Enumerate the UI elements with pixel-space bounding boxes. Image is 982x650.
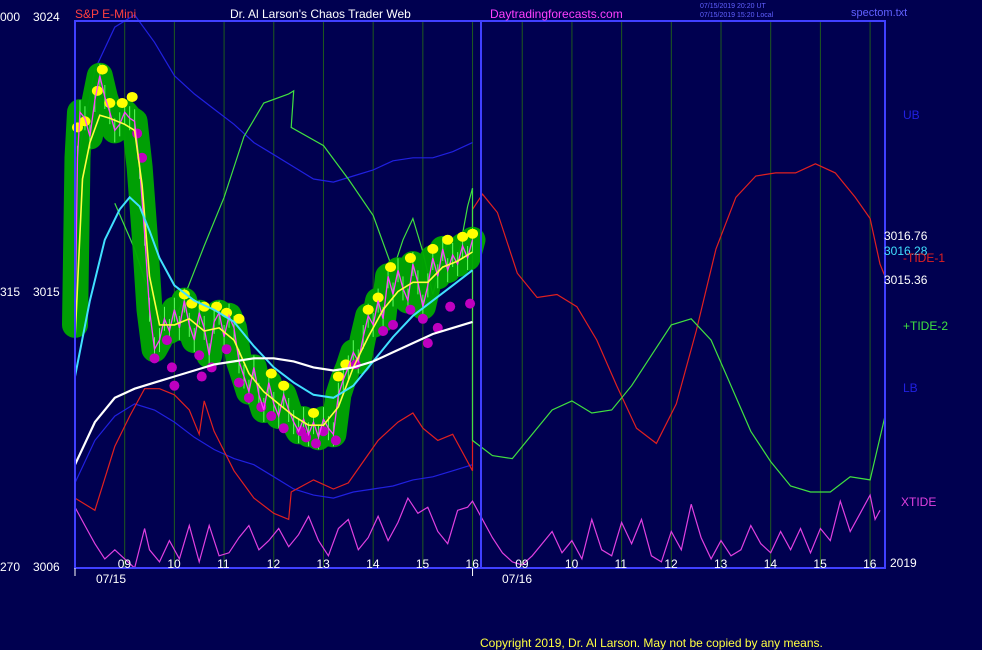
- high-marker-22: [427, 243, 439, 254]
- high-marker-25: [467, 228, 479, 239]
- low-marker-4: [166, 362, 177, 373]
- y-label-bottom-a: 270: [0, 560, 20, 574]
- x-tick-day2-0: 09: [515, 557, 529, 571]
- low-marker-28: [465, 298, 476, 309]
- last-value-1: 3016.76: [884, 229, 928, 243]
- date-label-day1: 07/15: [96, 572, 126, 586]
- low-marker-26: [432, 322, 443, 333]
- x-tick-day2-6: 15: [813, 557, 827, 571]
- label-xtide: XTIDE: [901, 495, 936, 509]
- last-value-3: 3015.36: [884, 273, 928, 287]
- low-marker-3: [161, 335, 172, 346]
- last-value-2: 3016.28: [884, 244, 928, 258]
- x-tick-day1-1: 10: [167, 557, 181, 571]
- xtide-line: [74, 493, 881, 570]
- high-marker-18: [362, 304, 374, 315]
- site-link[interactable]: Daytradingforecasts.com: [490, 7, 623, 21]
- grid: [124, 21, 871, 568]
- low-marker-22: [388, 319, 399, 330]
- series-layer: [62, 14, 886, 570]
- label-ub: UB: [903, 108, 920, 122]
- high-marker-16: [332, 371, 344, 382]
- tide2-line: [114, 89, 886, 493]
- high-marker-5: [116, 98, 128, 109]
- x-tick-day2-7: 16: [863, 557, 877, 571]
- x-tick-day1-5: 14: [366, 557, 380, 571]
- y-label-bottom-b: 3006: [33, 560, 60, 574]
- high-marker-19: [372, 292, 384, 303]
- label-tide1: -TIDE-1: [903, 251, 945, 265]
- low-marker-16: [301, 432, 312, 443]
- low-marker-6: [194, 350, 205, 361]
- y-label-top-b: 3024: [33, 10, 60, 24]
- low-marker-7: [196, 371, 207, 382]
- label-tide2: +TIDE-2: [903, 319, 948, 333]
- high-marker-14: [278, 380, 290, 391]
- x-tick-day2-4: 13: [714, 557, 728, 571]
- low-marker-13: [266, 411, 277, 422]
- slow-average-line: [74, 320, 473, 466]
- high-marker-3: [96, 64, 108, 75]
- x-tick-day2-2: 11: [615, 557, 628, 571]
- instrument-title: S&P E-Mini: [75, 7, 136, 21]
- low-marker-27: [445, 301, 456, 312]
- low-marker-25: [422, 338, 433, 349]
- x-tick-day1-6: 15: [416, 557, 430, 571]
- low-marker-14: [278, 423, 289, 434]
- timestamp-local: 07/15/2019 15:20 Local: [700, 12, 774, 19]
- timestamp-utc: 07/15/2019 20:20 UT: [700, 3, 766, 10]
- x-tick-day2-5: 14: [764, 557, 778, 571]
- upper-band-line: [74, 14, 473, 183]
- tide1-line: [74, 163, 886, 521]
- low-marker-17: [311, 438, 322, 449]
- high-marker-6: [126, 91, 138, 102]
- date-label-day2: 07/16: [502, 572, 532, 586]
- y-label-mid-a: 315: [0, 285, 20, 299]
- lower-band-line: [74, 403, 473, 499]
- low-marker-2: [149, 353, 160, 364]
- author-title: Dr. Al Larson's Chaos Trader Web: [230, 7, 411, 21]
- high-marker-12: [233, 313, 245, 324]
- high-marker-23: [442, 234, 454, 245]
- x-tick-day1-4: 13: [316, 557, 330, 571]
- copyright-notice: Copyright 2019, Dr. Al Larson. May not b…: [480, 636, 823, 650]
- label-lb: LB: [903, 381, 918, 395]
- high-marker-15: [308, 408, 320, 419]
- low-marker-24: [417, 313, 428, 324]
- low-marker-19: [330, 435, 341, 446]
- high-marker-21: [404, 253, 416, 264]
- y-label-top-a: 000: [0, 10, 20, 24]
- low-marker-10: [233, 377, 244, 388]
- x-tick-day1-2: 11: [217, 557, 230, 571]
- high-marker-13: [265, 368, 277, 379]
- x-axis-ticks: 09 10 11 12 13 14 15 16 09 10 11 12 13 14 15 16: [74, 557, 877, 576]
- x-tick-day2-3: 12: [664, 557, 678, 571]
- x-tick-day2-1: 10: [565, 557, 579, 571]
- low-marker-1: [137, 152, 148, 163]
- high-marker-1: [79, 116, 91, 127]
- y-label-mid-b: 3015: [33, 285, 60, 299]
- low-marker-5: [169, 380, 180, 391]
- x-tick-day1-3: 12: [267, 557, 281, 571]
- high-marker-24: [457, 231, 469, 242]
- x-tick-day1-0: 09: [118, 557, 132, 571]
- year-label: 2019: [890, 556, 917, 570]
- mid-average-line: [74, 195, 474, 399]
- low-marker-21: [378, 325, 389, 336]
- fast-average-line: [74, 114, 473, 426]
- file-name: spectom.txt: [851, 7, 907, 19]
- high-marker-20: [385, 262, 397, 273]
- low-marker-23: [405, 304, 416, 315]
- x-tick-day1-7: 16: [466, 557, 480, 571]
- low-marker-11: [243, 392, 254, 403]
- low-marker-9: [221, 344, 232, 355]
